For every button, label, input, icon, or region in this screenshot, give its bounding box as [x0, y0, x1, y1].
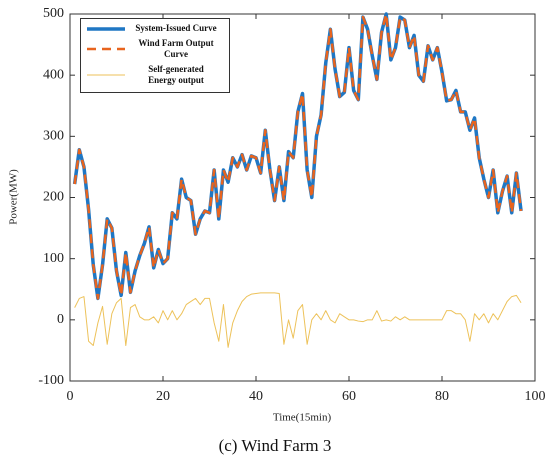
x-tick-label: 40	[249, 389, 263, 404]
legend-item: Wind Farm Output Curve	[85, 38, 225, 60]
legend-label: Wind Farm Output Curve	[138, 38, 214, 59]
y-tick-label: 300	[43, 129, 64, 144]
legend-swatch	[87, 26, 125, 31]
x-tick-label: 100	[525, 389, 546, 404]
y-tick-label: 200	[43, 190, 64, 205]
y-axis-label: Power(MW)	[8, 169, 20, 225]
series-line	[73, 12, 523, 300]
y-tick-label: 100	[43, 251, 64, 266]
y-tick-label: -100	[38, 373, 64, 388]
caption: (c) Wind Farm 3	[218, 436, 332, 455]
legend-swatch	[87, 47, 125, 51]
legend-item: System-Issued Curve	[85, 23, 225, 34]
legend-swatch	[87, 74, 125, 76]
x-tick-label: 60	[342, 389, 356, 404]
x-axis-label: Time(15min)	[273, 412, 332, 424]
chart: Power(MW) Time(15min) -10001002003004005…	[8, 6, 546, 424]
series-line	[74, 292, 522, 348]
y-tick-label: 500	[43, 6, 64, 21]
legend: System-Issued Curve Wind Farm Output Curv…	[80, 18, 230, 93]
x-tick-label: 80	[435, 389, 449, 404]
legend-item: Self-generated Energy output	[85, 64, 225, 86]
y-tick-label: 400	[43, 67, 64, 82]
legend-label: Self-generated Energy output	[148, 64, 204, 85]
x-tick-label: 20	[156, 389, 170, 404]
legend-label: System-Issued Curve	[135, 23, 217, 33]
x-tick-label: 0	[67, 389, 74, 404]
y-tick-label: 0	[57, 312, 64, 327]
